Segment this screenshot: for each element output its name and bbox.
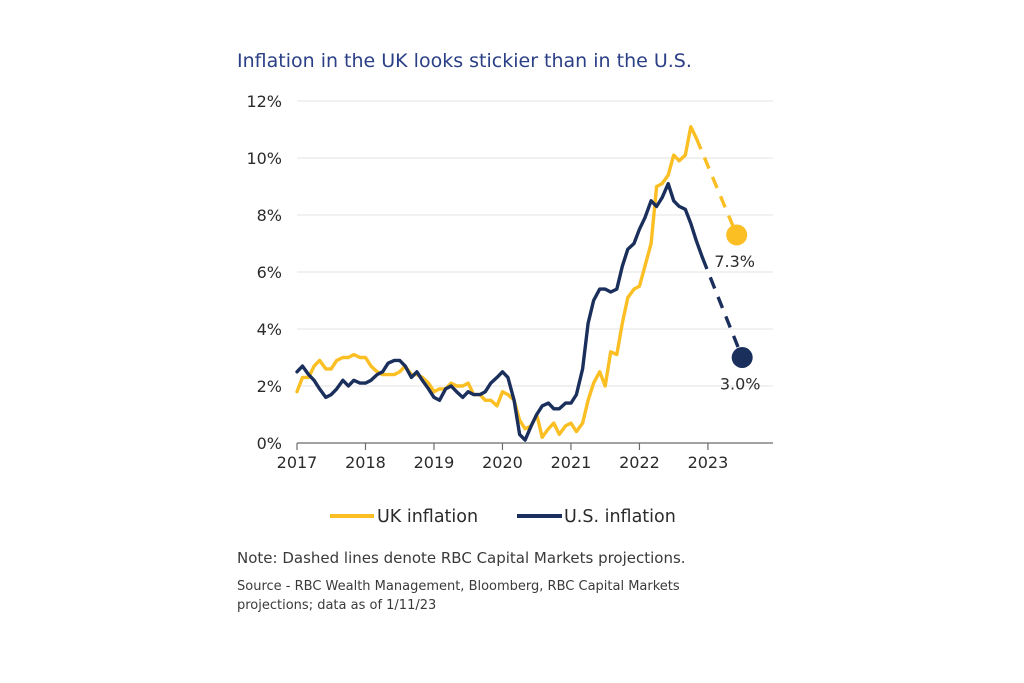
y-tick-label-8: 8% <box>257 206 282 225</box>
y-tick-label-12: 12% <box>246 92 282 111</box>
x-tick-label-2021: 2021 <box>551 453 592 472</box>
projection-line-uk <box>694 137 739 236</box>
legend-label-us: U.S. inflation <box>564 507 676 527</box>
plot-series <box>295 125 744 442</box>
projection-label-us: 3.0% <box>720 375 761 394</box>
x-tick-label-2023: 2023 <box>688 453 729 472</box>
y-tick-label-6: 6% <box>257 263 282 282</box>
legend: UK inflation U.S. inflation <box>330 507 676 527</box>
gridlines <box>297 100 773 387</box>
projection-line-us <box>700 257 744 359</box>
projection-endpoint-us <box>731 347 753 368</box>
x-tick-label-2020: 2020 <box>482 453 523 472</box>
x-tick-label-2017: 2017 <box>277 453 318 472</box>
source-line-2: projections; data as of 1/11/23 <box>237 598 436 613</box>
series-line-uk <box>295 125 698 439</box>
y-tick-label-10: 10% <box>246 149 282 168</box>
source-line-1: Source - RBC Wealth Management, Bloomber… <box>237 579 680 594</box>
series-line-us <box>295 182 705 442</box>
projection-label-uk: 7.3% <box>714 252 755 271</box>
y-tick-label-2: 2% <box>257 377 282 396</box>
chart-note: Note: Dashed lines denote RBC Capital Ma… <box>237 549 686 567</box>
x-tick-label-2022: 2022 <box>619 453 660 472</box>
y-tick-label-4: 4% <box>257 320 282 339</box>
projection-callouts: 7.3% 3.0% <box>714 224 761 394</box>
chart-title: Inflation in the UK looks stickier than … <box>237 50 692 72</box>
x-tick-label-2018: 2018 <box>345 453 386 472</box>
y-tick-label-0: 0% <box>257 434 282 453</box>
projection-endpoint-uk <box>726 224 748 246</box>
x-axis: 2017 2018 2019 2020 2021 2022 2023 <box>277 442 773 472</box>
y-axis-tick-labels: 0% 2% 4% 6% 8% 10% 12% <box>246 92 282 453</box>
x-tick-label-2019: 2019 <box>414 453 455 472</box>
legend-label-uk: UK inflation <box>377 507 478 527</box>
